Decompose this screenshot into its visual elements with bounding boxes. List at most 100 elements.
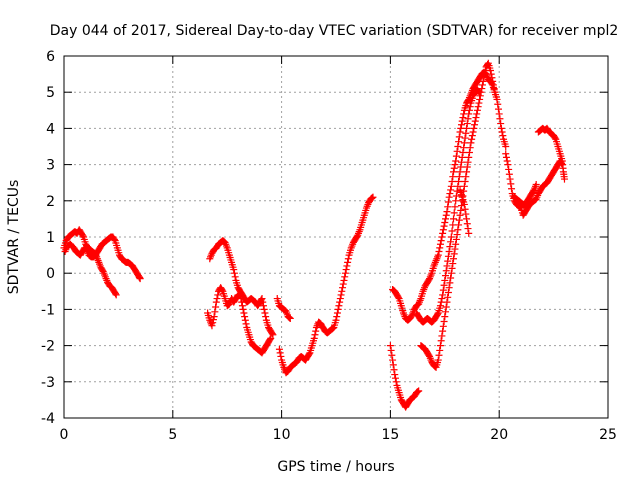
data-point-marker: [329, 324, 337, 332]
data-point-marker: [434, 310, 442, 318]
data-point-marker: [454, 182, 462, 190]
data-point-marker: [474, 103, 482, 111]
data-point-marker: [344, 255, 352, 263]
y-tick-label: 6: [46, 49, 55, 65]
y-tick-label: 1: [46, 230, 55, 246]
y-tick-label: -2: [41, 339, 55, 355]
data-point-marker: [258, 295, 266, 303]
data-point-marker: [212, 303, 220, 311]
data-point-marker: [463, 220, 471, 228]
data-point-marker: [438, 332, 446, 340]
data-point-marker: [489, 81, 497, 89]
data-point-marker: [453, 147, 461, 155]
data-point-marker: [465, 106, 473, 114]
data-point-marker: [529, 187, 537, 195]
data-point-marker: [459, 114, 467, 122]
data-point-marker: [310, 334, 318, 342]
data-point-marker: [311, 331, 319, 339]
data-point-marker: [505, 165, 513, 173]
data-point-marker: [480, 74, 488, 82]
data-point-marker: [468, 132, 476, 140]
data-point-marker: [456, 168, 464, 176]
data-point-marker: [462, 129, 470, 137]
data-point-marker: [469, 128, 477, 136]
y-tick-label: 5: [46, 85, 55, 101]
data-point-marker: [267, 334, 275, 342]
data-point-marker: [439, 286, 447, 294]
data-point-marker: [450, 250, 458, 258]
data-points: [60, 59, 568, 411]
data-point-marker: [269, 331, 277, 339]
data-point-marker: [499, 132, 507, 140]
y-tick-label: -3: [41, 375, 55, 391]
data-point-marker: [387, 346, 395, 354]
data-point-marker: [305, 350, 313, 358]
data-point-marker: [457, 121, 465, 129]
data-point-marker: [209, 319, 217, 327]
y-tick-label: -4: [41, 411, 55, 427]
data-point-marker: [452, 192, 460, 200]
data-point-marker: [495, 110, 503, 118]
data-point-marker: [464, 115, 472, 123]
data-point-marker: [474, 87, 482, 95]
data-point-marker: [484, 60, 492, 68]
data-point-marker: [98, 266, 106, 274]
data-point-marker: [414, 387, 422, 395]
data-point-marker: [451, 245, 459, 253]
data-point-marker: [338, 287, 346, 295]
data-point-marker: [443, 208, 451, 216]
data-point-marker: [436, 346, 444, 354]
y-axis-label: SDTVAR / TECUs: [6, 180, 22, 295]
data-point-marker: [465, 149, 473, 157]
data-point-marker: [464, 225, 472, 233]
data-point-marker: [241, 316, 249, 324]
axis-ticks: 0 5 10 15 20 25 -4 -3 -2 -1 0 1 2 3 4 5 6: [41, 49, 617, 443]
data-point-marker: [448, 264, 456, 272]
data-point-marker: [445, 247, 453, 255]
data-point-marker: [334, 305, 342, 313]
data-point-marker: [442, 303, 450, 311]
data-point-marker: [504, 161, 512, 169]
data-point-marker: [439, 291, 447, 299]
data-point-marker: [461, 134, 469, 142]
data-point-marker: [425, 351, 433, 359]
data-point-marker: [476, 92, 484, 100]
data-point-marker: [494, 100, 502, 108]
data-point-marker: [435, 247, 443, 255]
data-point-marker: [453, 231, 461, 239]
data-point-marker: [389, 356, 397, 364]
data-point-marker: [262, 313, 270, 321]
data-point-marker: [407, 312, 415, 320]
data-point-marker: [503, 157, 511, 165]
data-point-marker: [449, 173, 457, 181]
data-point-marker: [286, 314, 294, 322]
data-point-marker: [439, 226, 447, 234]
data-point-marker: [456, 128, 464, 136]
y-tick-label: 0: [46, 266, 55, 282]
data-point-marker: [493, 95, 501, 103]
x-tick-label: 5: [168, 427, 177, 443]
data-point-marker: [210, 313, 218, 321]
data-point-marker: [452, 240, 460, 248]
data-point-marker: [439, 322, 447, 330]
data-point-marker: [286, 314, 294, 322]
data-point-marker: [476, 88, 484, 96]
data-point-marker: [442, 272, 450, 280]
data-point-marker: [457, 163, 465, 171]
data-point-marker: [456, 211, 464, 219]
data-point-marker: [312, 327, 320, 335]
y-tick-label: 3: [46, 158, 55, 174]
data-point-marker: [454, 226, 462, 234]
data-point-marker: [111, 290, 119, 298]
data-point-marker: [497, 120, 505, 128]
data-point-marker: [449, 221, 457, 229]
data-point-marker: [136, 275, 144, 283]
data-point-marker: [208, 322, 216, 330]
data-point-marker: [390, 366, 398, 374]
data-point-marker: [336, 295, 344, 303]
data-point-marker: [457, 158, 465, 166]
data-point-marker: [241, 313, 249, 321]
data-point-marker: [340, 276, 348, 284]
data-point-marker: [337, 291, 345, 299]
